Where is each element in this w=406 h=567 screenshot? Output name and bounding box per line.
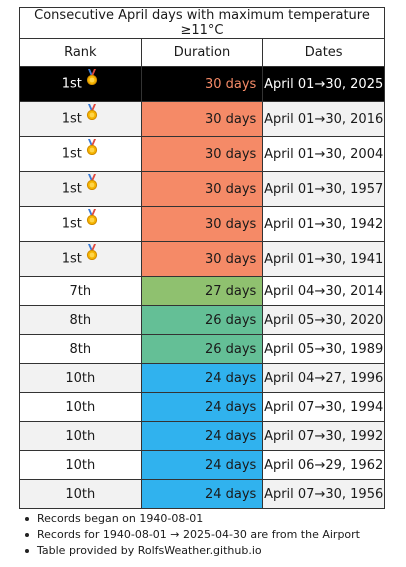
rank-label: 10th xyxy=(65,370,96,386)
table-row: 10th 24 days April 04→27, 1996 xyxy=(19,363,385,393)
rank-label: 10th xyxy=(65,486,96,502)
rank-cell: 1st xyxy=(19,241,142,277)
duration-cell: 24 days xyxy=(140,392,264,422)
rank-cell: 7th xyxy=(19,276,142,306)
rank-label: 1st xyxy=(61,111,82,127)
records-table: Consecutive April days with maximum temp… xyxy=(19,7,385,509)
header-duration: Duration xyxy=(140,38,264,67)
rank-label: 10th xyxy=(65,457,96,473)
dates-cell: April 01→30, 2025 xyxy=(262,66,385,102)
dates-cell: April 07→30, 1992 xyxy=(262,421,385,451)
duration-cell: 30 days xyxy=(140,241,264,277)
duration-cell: 26 days xyxy=(140,334,264,364)
duration-cell: 24 days xyxy=(140,450,264,480)
table-row: 7th 27 days April 04→30, 2014 xyxy=(19,276,385,306)
rank-label: 7th xyxy=(69,283,92,299)
dates-cell: April 01→30, 1941 xyxy=(262,241,385,277)
rank-label: 1st xyxy=(61,216,82,232)
header-dates: Dates xyxy=(262,38,385,67)
rank-label: 10th xyxy=(65,399,96,415)
dates-cell: April 05→30, 2020 xyxy=(262,305,385,335)
table-row: 8th 26 days April 05→30, 2020 xyxy=(19,305,385,335)
dates-cell: April 07→30, 1956 xyxy=(262,479,385,509)
table-row: 1st 30 days April 01→30, 2004 xyxy=(19,136,385,172)
rank-cell: 1st xyxy=(19,136,142,172)
duration-cell: 30 days xyxy=(140,136,264,172)
duration-cell: 30 days xyxy=(140,206,264,242)
dates-cell: April 01→30, 1957 xyxy=(262,171,385,207)
gold-medal-icon xyxy=(85,139,99,156)
header-rank: Rank xyxy=(19,38,142,67)
table-row: 8th 26 days April 05→30, 1989 xyxy=(19,334,385,364)
duration-cell: 30 days xyxy=(140,171,264,207)
gold-medal-icon xyxy=(85,209,99,226)
table-row: 10th 24 days April 07→30, 1956 xyxy=(19,479,385,509)
rank-cell: 10th xyxy=(19,363,142,393)
dates-cell: April 04→30, 2014 xyxy=(262,276,385,306)
rank-cell: 8th xyxy=(19,305,142,335)
dates-cell: April 01→30, 2004 xyxy=(262,136,385,172)
footnote-item: Records for 1940-08-01 → 2025-04-30 are … xyxy=(24,527,360,543)
footnote-item: Table provided by RolfsWeather.github.io xyxy=(24,543,360,559)
duration-cell: 24 days xyxy=(140,363,264,393)
rank-cell: 10th xyxy=(19,392,142,422)
dates-cell: April 01→30, 2016 xyxy=(262,101,385,137)
rank-label: 1st xyxy=(61,181,82,197)
rank-label: 1st xyxy=(61,251,82,267)
header-row: Rank Duration Dates xyxy=(19,38,385,67)
rank-label: 8th xyxy=(69,312,92,328)
dates-cell: April 01→30, 1942 xyxy=(262,206,385,242)
rank-cell: 10th xyxy=(19,421,142,451)
table-body: 1st 30 days April 01→30, 2025 1st 30 days Apr… xyxy=(19,66,385,509)
gold-medal-icon xyxy=(85,104,99,121)
rank-label: 8th xyxy=(69,341,92,357)
rank-cell: 1st xyxy=(19,206,142,242)
dates-cell: April 06→29, 1962 xyxy=(262,450,385,480)
table-row: 1st 30 days April 01→30, 2025 xyxy=(19,66,385,102)
table-row: 1st 30 days April 01→30, 1942 xyxy=(19,206,385,242)
table-row: 1st 30 days April 01→30, 1941 xyxy=(19,241,385,277)
rank-label: 1st xyxy=(61,146,82,162)
gold-medal-icon xyxy=(85,174,99,191)
gold-medal-icon xyxy=(85,244,99,261)
table-row: 10th 24 days April 06→29, 1962 xyxy=(19,450,385,480)
rank-label: 1st xyxy=(61,76,82,92)
duration-cell: 30 days xyxy=(140,101,264,137)
dates-cell: April 05→30, 1989 xyxy=(262,334,385,364)
table-row: 10th 24 days April 07→30, 1992 xyxy=(19,421,385,451)
table-row: 10th 24 days April 07→30, 1994 xyxy=(19,392,385,422)
records-table-container: Consecutive April days with maximum temp… xyxy=(19,7,385,509)
duration-cell: 30 days xyxy=(140,66,264,102)
rank-cell: 1st xyxy=(19,101,142,137)
gold-medal-icon xyxy=(85,69,99,86)
rank-cell: 8th xyxy=(19,334,142,364)
footnote-item: Records began on 1940-08-01 xyxy=(24,511,360,527)
table-title: Consecutive April days with maximum temp… xyxy=(19,7,385,39)
duration-cell: 24 days xyxy=(140,479,264,509)
table-row: 1st 30 days April 01→30, 2016 xyxy=(19,101,385,137)
footnotes: Records began on 1940-08-01 Records for 1… xyxy=(24,511,360,559)
duration-cell: 26 days xyxy=(140,305,264,335)
dates-cell: April 07→30, 1994 xyxy=(262,392,385,422)
rank-cell: 1st xyxy=(19,171,142,207)
rank-cell: 10th xyxy=(19,450,142,480)
rank-cell: 1st xyxy=(19,66,142,102)
duration-cell: 24 days xyxy=(140,421,264,451)
rank-cell: 10th xyxy=(19,479,142,509)
table-row: 1st 30 days April 01→30, 1957 xyxy=(19,171,385,207)
dates-cell: April 04→27, 1996 xyxy=(262,363,385,393)
rank-label: 10th xyxy=(65,428,96,444)
duration-cell: 27 days xyxy=(140,276,264,306)
